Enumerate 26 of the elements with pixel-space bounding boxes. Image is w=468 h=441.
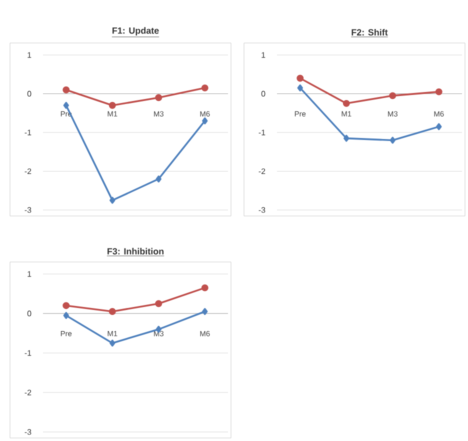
point — [62, 302, 70, 310]
point — [201, 84, 208, 92]
point — [156, 175, 162, 182]
point — [108, 102, 116, 109]
point — [435, 88, 442, 96]
point — [63, 102, 69, 109]
point — [110, 340, 116, 347]
point — [436, 123, 442, 130]
point — [296, 74, 304, 82]
point — [297, 84, 303, 92]
point — [342, 100, 350, 107]
point — [202, 117, 208, 124]
point — [202, 308, 208, 316]
point — [110, 196, 116, 204]
point — [62, 86, 70, 94]
point — [389, 92, 396, 100]
point — [390, 136, 396, 144]
point — [201, 284, 208, 292]
point — [108, 308, 116, 316]
point — [63, 312, 69, 319]
point — [344, 134, 350, 142]
chart-title: F2: Shift — [352, 28, 388, 36]
chart-title: F1: Update — [112, 27, 159, 36]
point — [155, 300, 162, 308]
point — [155, 94, 162, 102]
chart-title: F3: Inhibition — [108, 248, 164, 255]
